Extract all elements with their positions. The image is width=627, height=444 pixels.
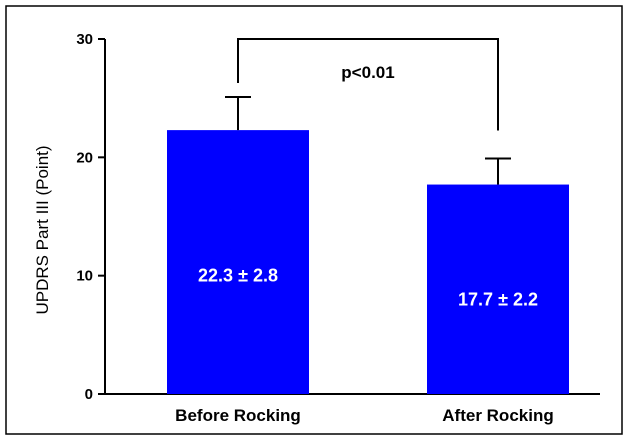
y-axis-label: UPDRS Part III (Point) <box>33 145 52 314</box>
y-tick-label: 20 <box>76 149 93 166</box>
x-category-label: After Rocking <box>442 406 553 425</box>
bar-data-label: 22.3 ± 2.8 <box>198 265 278 285</box>
significance-bracket <box>237 38 499 131</box>
y-tick-label: 10 <box>76 268 93 285</box>
bar <box>167 130 309 394</box>
x-category-label: Before Rocking <box>175 406 301 425</box>
y-tick-label: 0 <box>85 386 93 403</box>
bar-data-label: 17.7 ± 2.2 <box>458 290 538 310</box>
significance-label: p<0.01 <box>341 63 394 82</box>
y-tick-label: 30 <box>76 31 93 48</box>
bar <box>427 184 569 394</box>
